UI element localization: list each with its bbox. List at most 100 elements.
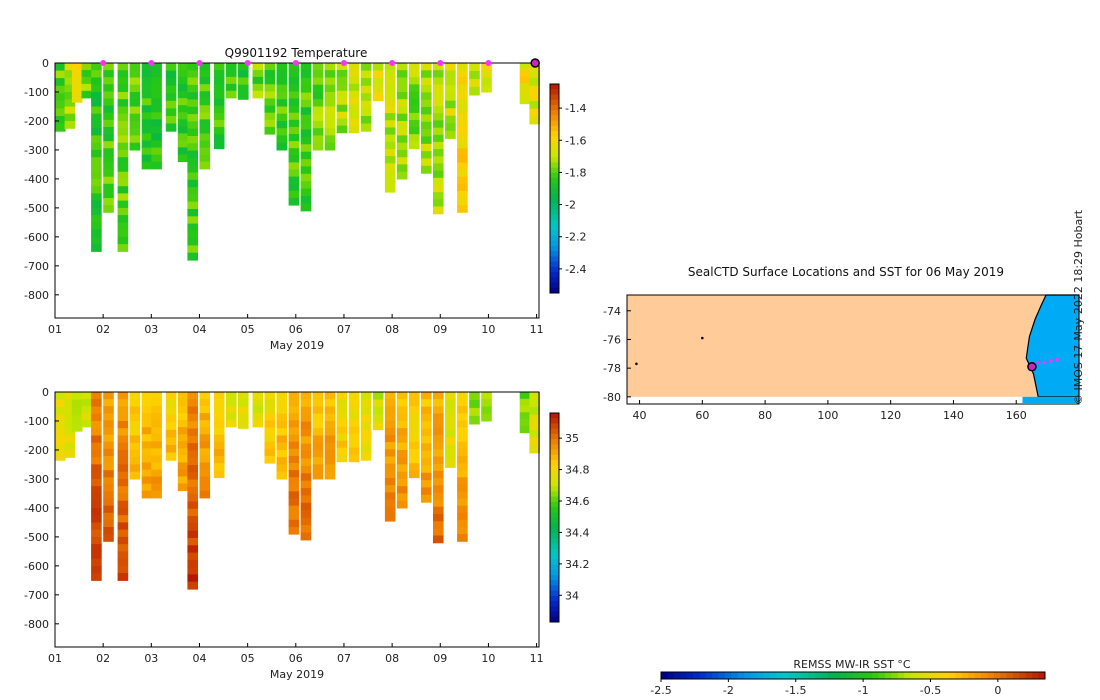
profile-cell [187, 552, 198, 561]
profile-cell [336, 76, 348, 85]
profile-cell [238, 70, 249, 78]
profile-cell [55, 123, 66, 132]
profile-cell [71, 94, 83, 103]
y-tick-label: -200 [24, 444, 49, 457]
profile-cell [457, 70, 468, 78]
profile-cell [187, 99, 198, 108]
profile-cell [276, 413, 288, 422]
profile-cell [384, 91, 396, 100]
profile-cell [117, 399, 129, 407]
profile-cell [252, 412, 264, 421]
profile-cell [288, 512, 300, 521]
profile-cell [396, 99, 408, 107]
profile-cell [396, 77, 408, 86]
colorbar-segment [550, 606, 559, 612]
profile-cell [103, 470, 114, 478]
profile-cell [384, 499, 396, 508]
profile-cell [396, 70, 408, 78]
profile-cell [433, 485, 444, 494]
profile-cell [409, 427, 420, 436]
profile-cell [288, 105, 300, 114]
profile-cell [312, 77, 324, 86]
profile-cell [276, 77, 288, 86]
sst-colorbar-segment [757, 672, 764, 679]
profile-column [187, 392, 198, 590]
profile-cell [103, 484, 114, 493]
profile-cell [276, 421, 288, 429]
profile-cell [336, 90, 348, 99]
profile-cell [177, 399, 189, 407]
profile-column [288, 63, 300, 206]
colorbar-frame [549, 412, 560, 623]
colorbar-segment [550, 193, 559, 200]
profile-cell [91, 471, 102, 480]
profile-cell [445, 392, 456, 401]
profile-cell [312, 392, 324, 400]
sst-colorbar-segment [949, 672, 956, 679]
sst-colorbar-segment [693, 672, 700, 679]
profile-cell [129, 92, 141, 100]
map-y-tick-label: -80 [603, 391, 621, 404]
sst-colorbar-segment [827, 672, 835, 679]
profile-cell [64, 421, 76, 429]
profile-cell [264, 91, 276, 100]
colorbar-segment [550, 564, 559, 571]
profile-cell [372, 414, 384, 423]
profile-cell [433, 63, 444, 71]
profile-column [165, 392, 177, 461]
profile-cell [264, 406, 276, 414]
profile-column [91, 392, 102, 581]
profile-cell [469, 71, 480, 80]
x-tick-label: 10 [481, 323, 495, 336]
profile-cell [360, 85, 372, 94]
profile-cell [213, 441, 225, 450]
colorbar-segment [550, 465, 559, 471]
colorbar-segment [550, 151, 559, 158]
profile-cell [348, 104, 360, 113]
colorbar-segment [550, 125, 559, 132]
sst-colorbar-segment [750, 672, 758, 679]
profile-cell [165, 399, 177, 408]
profile-cell [91, 222, 102, 231]
profile-cell [81, 412, 93, 421]
profile-cell [457, 406, 468, 414]
profile-cell [396, 121, 408, 129]
colorbar-segment [550, 538, 559, 545]
profile-cell [199, 441, 211, 450]
profile-cell [91, 171, 102, 180]
profile-cell [117, 193, 129, 202]
profile-cell [55, 414, 66, 423]
profile-column [71, 392, 83, 432]
profile-cell [64, 399, 76, 407]
profile-cell [264, 77, 276, 85]
profile-cell [103, 434, 114, 443]
profile-cell [529, 93, 540, 102]
profile-cell [457, 434, 468, 443]
profile-cell [199, 77, 211, 85]
profile-cell [288, 98, 300, 107]
profile-column [409, 63, 420, 150]
profile-cell [324, 406, 336, 415]
colorbar-segment [550, 496, 559, 503]
sst-colorbar-segment [737, 672, 745, 679]
profile-cell [457, 141, 468, 149]
sst-colorbar-segment [1038, 672, 1046, 679]
profile-cell [348, 426, 360, 435]
profile-cell [177, 126, 189, 134]
profile-cell [117, 186, 129, 194]
profile-cell [91, 536, 102, 545]
profile-cell [312, 128, 324, 136]
sst-colorbar-segment [776, 672, 784, 679]
sst-colorbar-segment [993, 672, 1001, 679]
y-tick-label: -400 [24, 173, 49, 186]
map-x-tick-label: 120 [880, 409, 901, 422]
profile-cell [103, 448, 114, 457]
profile-cell [151, 490, 162, 499]
profile-cell [396, 106, 408, 115]
colorbar-segment [550, 507, 559, 513]
profile-cell [529, 116, 540, 125]
profile-cell [360, 399, 372, 408]
surface-location [1042, 360, 1047, 365]
profile-cell [433, 492, 444, 501]
profile-cell [312, 464, 324, 473]
